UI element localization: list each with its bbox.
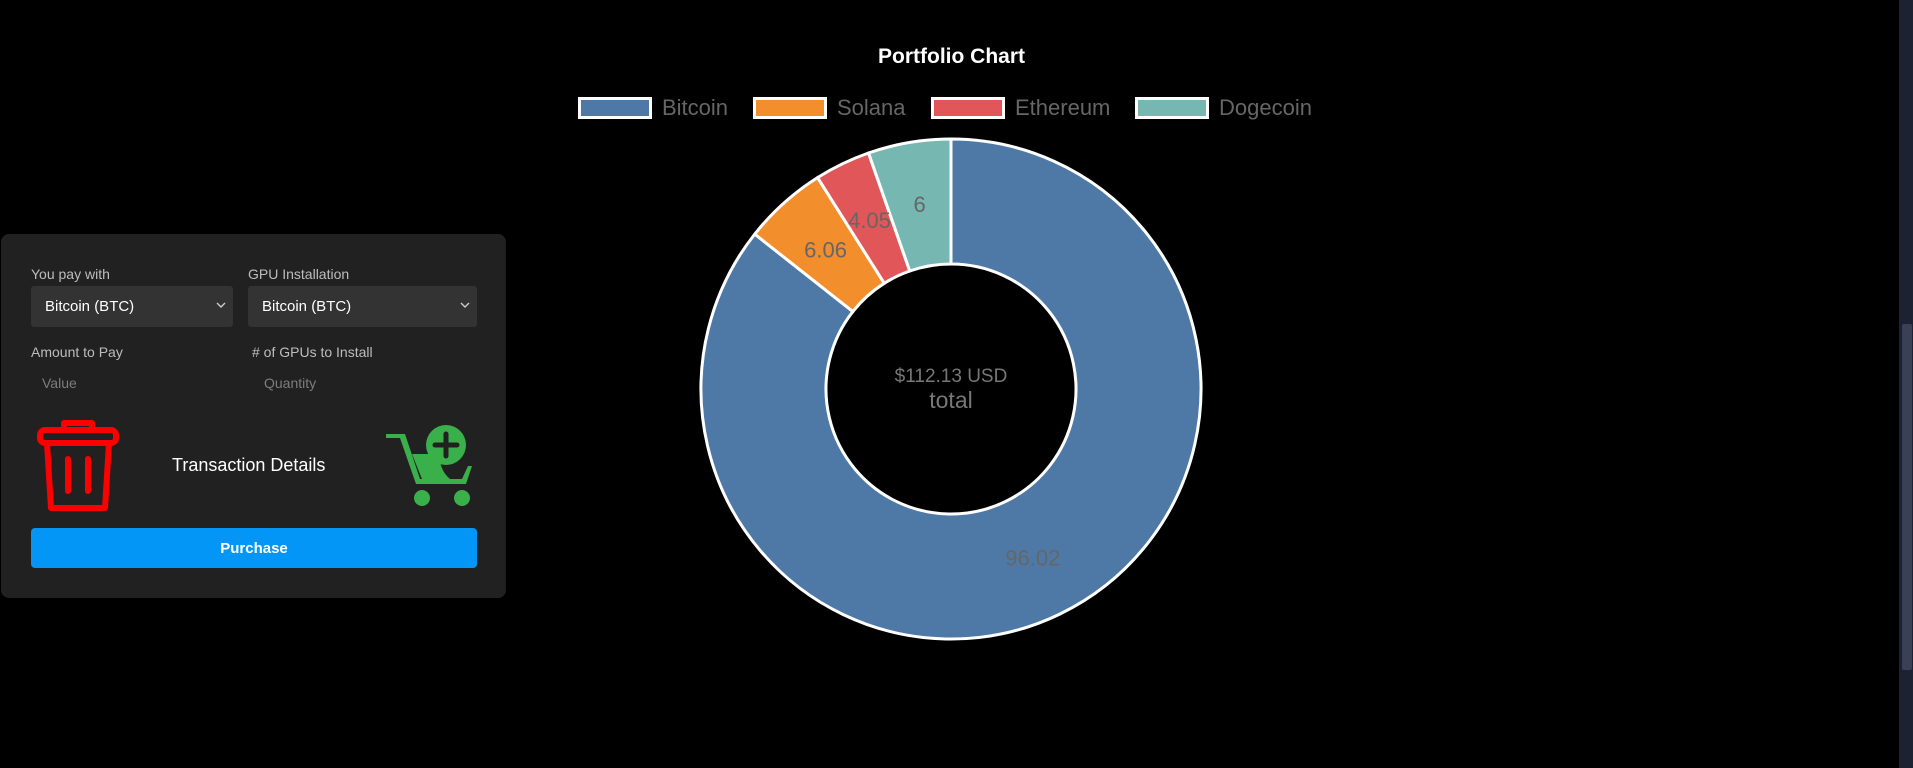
legend-swatch — [1135, 97, 1209, 119]
transaction-details-title: Transaction Details — [172, 455, 326, 475]
amount-label: Amount to Pay — [31, 344, 123, 360]
pay-with-select[interactable]: Bitcoin (BTC) — [31, 286, 233, 327]
donut-slice-value-label: 96.02 — [1005, 546, 1060, 571]
page-scrollbar-thumb[interactable] — [1902, 324, 1912, 670]
legend-swatch — [753, 97, 827, 119]
legend-item-bitcoin[interactable]: Bitcoin — [578, 94, 728, 122]
pay-with-value: Bitcoin (BTC) — [45, 298, 135, 315]
chart-center-total: $112.13 USD — [895, 366, 1008, 387]
purchase-button[interactable]: Purchase — [31, 528, 477, 568]
legend-swatch — [931, 97, 1005, 119]
donut-slice-dogecoin[interactable] — [866, 137, 953, 273]
legend-label: Ethereum — [1015, 95, 1111, 120]
trash-icon[interactable] — [36, 418, 120, 514]
legend-item-ethereum[interactable]: Ethereum — [931, 94, 1110, 122]
donut-slice-bitcoin[interactable] — [699, 137, 1203, 641]
page-scrollbar[interactable] — [1899, 0, 1913, 768]
chart-title: Portfolio Chart — [878, 45, 1025, 68]
legend-item-solana[interactable]: Solana — [753, 94, 906, 122]
donut-slice-value-label: 6 — [914, 192, 926, 217]
gpu-count-input[interactable] — [254, 369, 474, 397]
gpu-installation-select[interactable]: Bitcoin (BTC) — [248, 286, 477, 327]
gpu-count-label: # of GPUs to Install — [252, 344, 373, 360]
donut-slice-value-label: 4.05 — [848, 208, 891, 233]
cart-add-icon[interactable] — [384, 424, 480, 508]
legend-label: Dogecoin — [1219, 95, 1312, 120]
gpu-installation-label: GPU Installation — [248, 266, 350, 282]
legend-label: Bitcoin — [662, 95, 729, 120]
legend-label: Solana — [837, 95, 906, 120]
chevron-down-icon — [460, 302, 470, 308]
donut-slice-value-label: 6.06 — [804, 238, 847, 263]
legend-swatch — [578, 97, 652, 119]
chart-center-subtext: total — [929, 387, 972, 413]
legend-item-dogecoin[interactable]: Dogecoin — [1135, 94, 1312, 122]
pay-with-label: You pay with — [31, 266, 110, 282]
gpu-installation-value: Bitcoin (BTC) — [262, 298, 352, 315]
amount-input[interactable] — [32, 369, 232, 397]
chevron-down-icon — [216, 302, 226, 308]
